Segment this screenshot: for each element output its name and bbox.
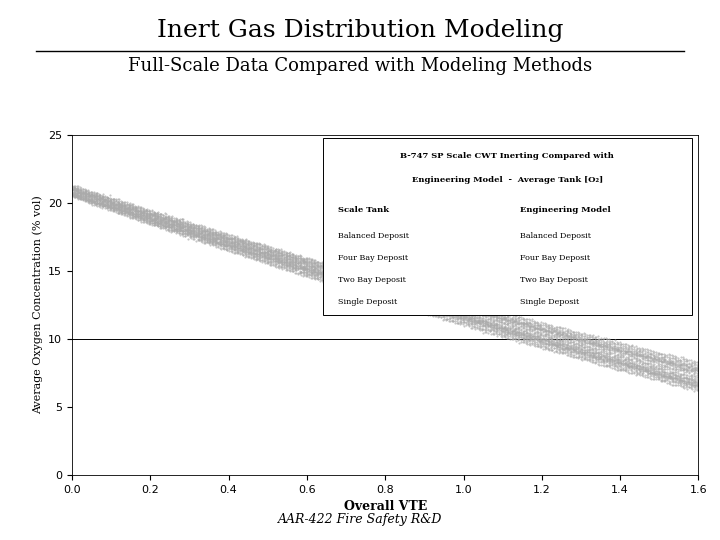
- X-axis label: Overall VTE: Overall VTE: [343, 501, 427, 514]
- Text: Scale Tank: Scale Tank: [338, 206, 390, 214]
- Text: AAR-422 Fire Safety R&D: AAR-422 Fire Safety R&D: [278, 514, 442, 526]
- Text: Balanced Deposit: Balanced Deposit: [520, 232, 591, 240]
- Y-axis label: Average Oxygen Concentration (% vol): Average Oxygen Concentration (% vol): [32, 195, 42, 415]
- Text: Two Bay Deposit: Two Bay Deposit: [338, 276, 406, 284]
- Text: Four Bay Deposit: Four Bay Deposit: [520, 254, 590, 262]
- Text: Single Deposit: Single Deposit: [338, 298, 397, 306]
- Text: B-747 SP Scale CWT Inerting Compared with: B-747 SP Scale CWT Inerting Compared wit…: [400, 152, 614, 160]
- Text: Inert Gas Distribution Modeling: Inert Gas Distribution Modeling: [157, 19, 563, 42]
- Text: Engineering Model: Engineering Model: [520, 206, 611, 214]
- Text: Four Bay Deposit: Four Bay Deposit: [338, 254, 408, 262]
- Text: Engineering Model  -  Average Tank [O₂]: Engineering Model - Average Tank [O₂]: [412, 176, 603, 184]
- Text: Single Deposit: Single Deposit: [520, 298, 579, 306]
- Text: Balanced Deposit: Balanced Deposit: [338, 232, 409, 240]
- Text: Two Bay Deposit: Two Bay Deposit: [520, 276, 588, 284]
- FancyBboxPatch shape: [323, 138, 692, 315]
- Text: Full-Scale Data Compared with Modeling Methods: Full-Scale Data Compared with Modeling M…: [128, 57, 592, 75]
